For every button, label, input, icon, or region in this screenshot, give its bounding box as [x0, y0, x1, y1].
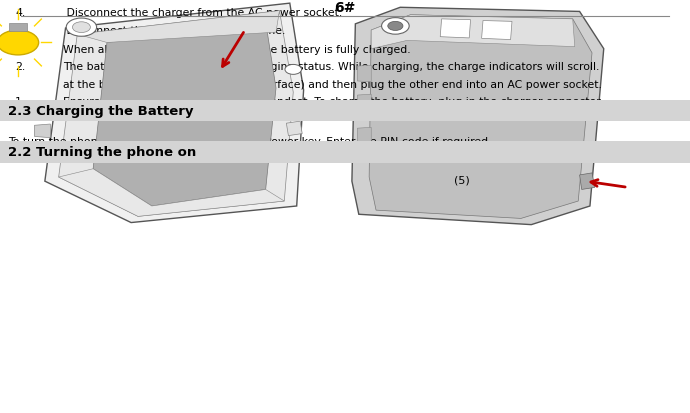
Polygon shape	[34, 125, 50, 138]
Circle shape	[285, 65, 302, 75]
Polygon shape	[371, 16, 575, 50]
Polygon shape	[77, 12, 279, 43]
Circle shape	[0, 31, 39, 56]
Polygon shape	[357, 66, 371, 83]
Polygon shape	[286, 122, 302, 136]
Polygon shape	[93, 23, 276, 206]
Polygon shape	[482, 21, 512, 40]
Circle shape	[72, 23, 90, 33]
Polygon shape	[352, 8, 604, 225]
Text: (5): (5)	[455, 176, 470, 185]
FancyBboxPatch shape	[9, 24, 27, 32]
Text: To turn the phone on, press and hold the End / Power key. Enter the PIN code if : To turn the phone on, press and hold the…	[8, 137, 492, 147]
Text: 2.3 Charging the Battery: 2.3 Charging the Battery	[8, 104, 194, 118]
Text: Ensure the battery is inserted in the handset. To charge the battery, plug in th: Ensure the battery is inserted in the ha…	[63, 97, 601, 107]
Polygon shape	[59, 12, 293, 217]
FancyBboxPatch shape	[0, 142, 690, 163]
Circle shape	[382, 19, 409, 35]
Circle shape	[66, 19, 97, 37]
Circle shape	[388, 22, 403, 31]
Text: (4): (4)	[164, 176, 181, 185]
Polygon shape	[440, 20, 471, 39]
Text: 6#: 6#	[335, 1, 355, 15]
Text: 3.: 3.	[15, 26, 26, 36]
Text: 4.: 4.	[15, 8, 26, 18]
Polygon shape	[357, 95, 371, 112]
Polygon shape	[357, 128, 371, 145]
Text: Disconnect the charger from the phone.: Disconnect the charger from the phone.	[63, 26, 286, 36]
Text: at the bottom of your phone (USB interface) and then plug the other end into an : at the bottom of your phone (USB interfa…	[63, 80, 602, 90]
Text: 2.2 Turning the phone on: 2.2 Turning the phone on	[8, 146, 197, 159]
Text: Disconnect the charger from the AC power socket.: Disconnect the charger from the AC power…	[63, 8, 343, 18]
Text: 1.: 1.	[15, 97, 26, 107]
FancyBboxPatch shape	[0, 100, 690, 122]
Polygon shape	[32, 145, 48, 159]
Text: 2.: 2.	[15, 62, 26, 71]
Polygon shape	[59, 169, 284, 217]
Polygon shape	[37, 104, 53, 118]
Polygon shape	[580, 173, 595, 190]
Polygon shape	[45, 4, 304, 223]
Text: The battery symbol indicates the charging status. While charging, the charge ind: The battery symbol indicates the chargin…	[63, 62, 600, 71]
Polygon shape	[369, 16, 592, 219]
Text: When all the scroll bars are steady, the battery is fully charged.: When all the scroll bars are steady, the…	[63, 45, 411, 55]
